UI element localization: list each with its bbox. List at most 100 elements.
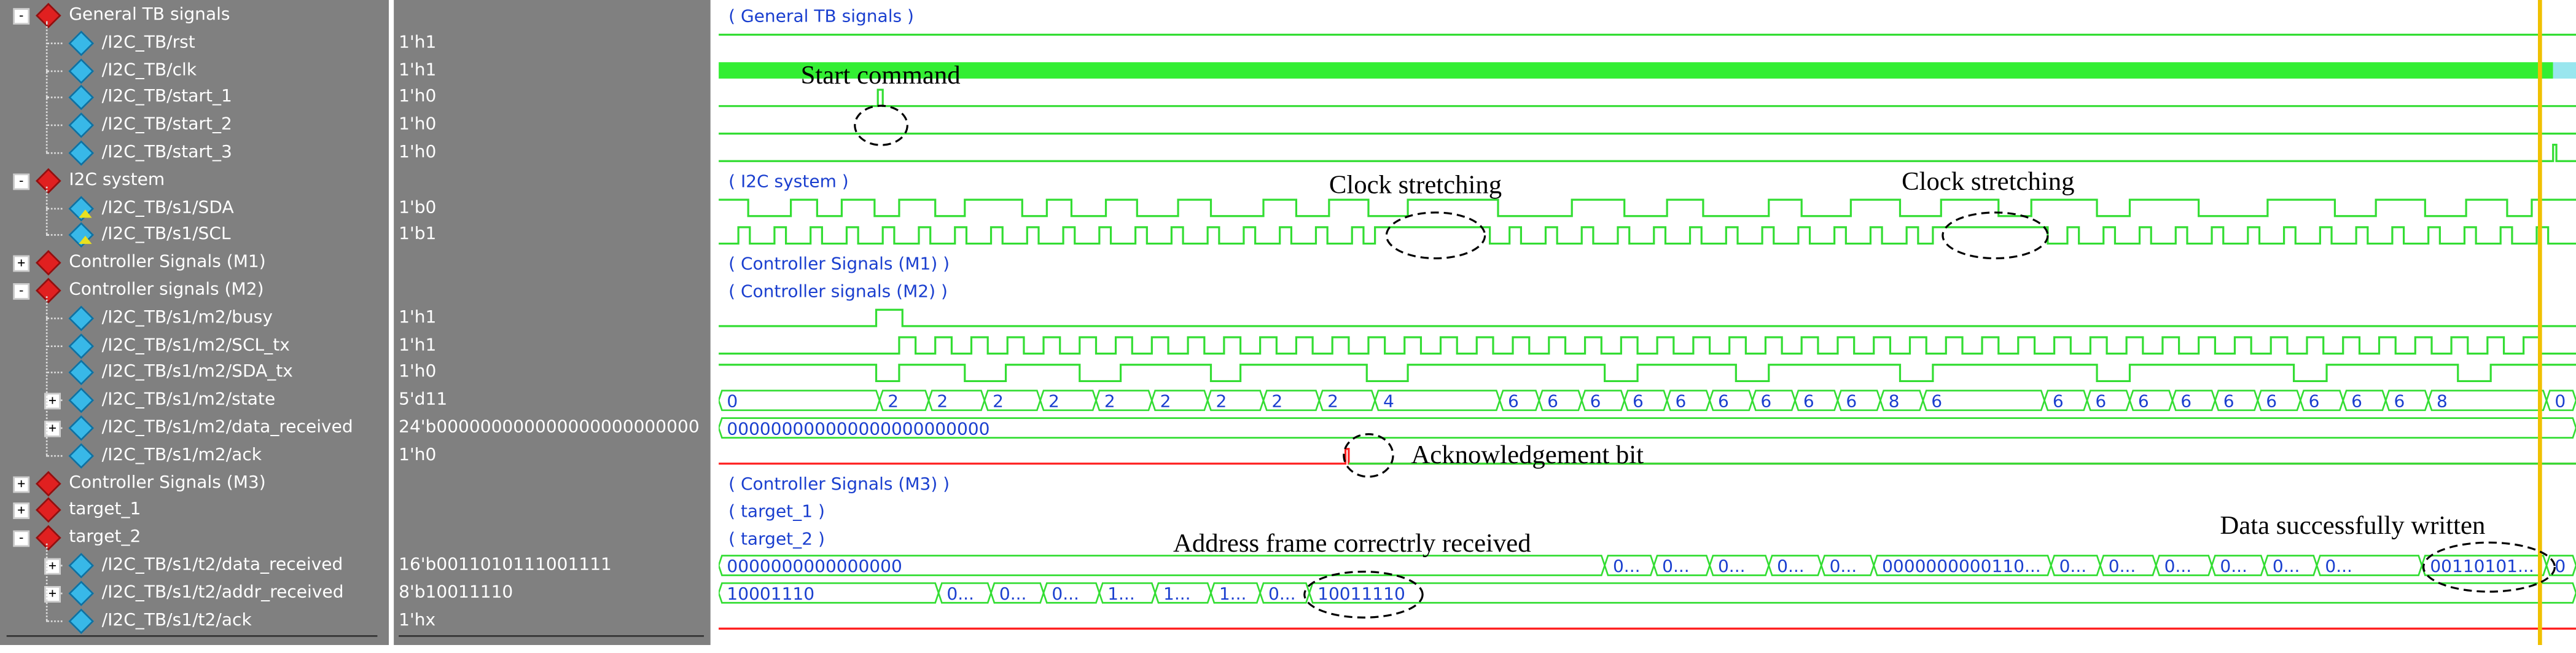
signal-row-i2c-tb-s1-scl[interactable]: /I2C_TB/s1/SCL bbox=[0, 222, 389, 249]
signal-value: 1'h1 bbox=[399, 307, 437, 327]
wave-state-segment bbox=[878, 389, 930, 412]
wave-state-label: 2 bbox=[1104, 391, 1115, 412]
wave-state-label: 6 bbox=[2053, 391, 2064, 412]
wave-t2-data-segment bbox=[717, 555, 1606, 576]
signal-row-i2c-tb-rst[interactable]: /I2C_TB/rst bbox=[0, 29, 389, 56]
wave-t2-addr-label: 1... bbox=[1163, 584, 1191, 604]
wave-state-label: 6 bbox=[1633, 391, 1644, 412]
signal-value: 1'h1 bbox=[399, 335, 437, 355]
signal-diamond-icon bbox=[68, 388, 95, 413]
wave-state-segment bbox=[2545, 389, 2576, 412]
annotation-data-written: Data successfully written bbox=[2220, 511, 2485, 540]
signal-row-i2c-tb-s1-t2-data-received[interactable]: +/I2C_TB/s1/t2/data_received bbox=[0, 552, 389, 579]
wave-state-segment bbox=[1374, 389, 1501, 412]
expand-toggle[interactable]: - bbox=[13, 8, 30, 25]
inout-arrow-icon bbox=[79, 236, 92, 245]
signal-name: /I2C_TB/s1/m2/SCL_tx bbox=[101, 335, 290, 355]
signal-value-pane: 1'h1 1'h1 1'h0 1'h0 1'h0 1'b0 1'b1 1'h1 1'h1 1'h0… bbox=[394, 0, 711, 646]
signal-value: 5'd11 bbox=[399, 389, 448, 410]
wave-t2-data-label: 0... bbox=[1830, 556, 1857, 576]
signal-row-i2c-tb-s1-m2-scl-tx[interactable]: /I2C_TB/s1/m2/SCL_tx bbox=[0, 332, 389, 359]
group-diamond-icon bbox=[36, 525, 61, 551]
signal-value: 8'b10011110 bbox=[399, 582, 513, 603]
wave-state-label: 8 bbox=[2437, 391, 2448, 412]
wave-state-label: 2 bbox=[937, 391, 948, 412]
wave-state-segment bbox=[2342, 389, 2387, 412]
signal-row-i2c-system[interactable]: - I2C system bbox=[0, 166, 389, 194]
signal-row-i2c-tb-start-1[interactable]: /I2C_TB/start_1 bbox=[0, 84, 389, 111]
signal-value: 1'h1 bbox=[399, 60, 437, 80]
wave-t2-data-segment bbox=[2050, 555, 2101, 576]
annotation-clock-stretch-oval-2 bbox=[1942, 211, 2049, 260]
wave-t2-data-label: 0... bbox=[2164, 556, 2192, 576]
signal-diamond-icon bbox=[68, 553, 95, 579]
signal-value: 1'h0 bbox=[399, 142, 437, 162]
signal-name: /I2C_TB/s1/m2/data_received bbox=[101, 417, 353, 437]
wave-t2-addr-segment bbox=[1259, 582, 1311, 604]
signal-row-controller-signals-m3[interactable]: + Controller Signals (M3) bbox=[0, 469, 389, 496]
signal-row-i2c-tb-s1-m2-ack[interactable]: /I2C_TB/s1/m2/ack bbox=[0, 442, 389, 469]
signal-row-i2c-tb-s1-m2-data-received[interactable]: + /I2C_TB/s1/m2/data_received bbox=[0, 414, 389, 441]
wave-state-label: 0 bbox=[727, 391, 738, 412]
tree-connector bbox=[45, 317, 63, 319]
signal-row-i2c-tb-start-2[interactable]: /I2C_TB/start_2 bbox=[0, 112, 389, 139]
wave-state-label: 6 bbox=[1803, 391, 1814, 412]
tree-connector bbox=[45, 345, 63, 346]
signal-row-i2c-tb-s1-m2-state[interactable]: +/I2C_TB/s1/m2/state bbox=[0, 386, 389, 413]
wave-t2-addr-label: 0... bbox=[1268, 584, 1296, 604]
wave-t2-data-segment bbox=[2421, 555, 2548, 576]
group-diamond-icon bbox=[36, 250, 61, 276]
expand-toggle[interactable]: + bbox=[13, 256, 30, 272]
wave-m2-data-segment bbox=[717, 417, 2576, 439]
signal-row-general-tb-signals[interactable]: - General TB signals bbox=[0, 2, 389, 29]
expand-toggle[interactable]: + bbox=[13, 503, 30, 520]
signal-row-i2c-tb-s1-sda[interactable]: /I2C_TB/s1/SDA bbox=[0, 194, 389, 221]
signal-name: /I2C_TB/s1/t2/ack bbox=[101, 609, 252, 630]
tree-connector bbox=[45, 455, 63, 456]
signal-name: /I2C_TB/s1/m2/busy bbox=[101, 307, 273, 327]
wave-t2-data-label: 0... bbox=[2325, 556, 2352, 576]
annotation-address-frame: Address frame correctrly received bbox=[1173, 529, 1531, 558]
wave-state-segment bbox=[2086, 389, 2131, 412]
signal-row-i2c-tb-s1-m2-sda-tx[interactable]: /I2C_TB/s1/m2/SDA_tx bbox=[0, 359, 389, 386]
signal-name: Controller Signals (M3) bbox=[69, 472, 266, 493]
group-label-i2c-system: ( I2C system ) bbox=[728, 171, 849, 191]
wave-state-segment bbox=[1794, 389, 1839, 412]
pane-divider[interactable] bbox=[389, 0, 394, 646]
signal-diamond-icon bbox=[68, 58, 95, 84]
signal-row-i2c-tb-s1-m2-busy[interactable]: /I2C_TB/s1/m2/busy bbox=[0, 304, 389, 331]
wave-state-segment bbox=[1039, 389, 1097, 412]
wave-t2-addr-segment bbox=[990, 582, 1045, 604]
signal-value: 1'hx bbox=[399, 609, 436, 630]
waveform-pane[interactable]: ( General TB signals ) ( I2C system ) ( Co… bbox=[717, 0, 2576, 646]
signal-row-i2c-tb-start-3[interactable]: /I2C_TB/start_3 bbox=[0, 139, 389, 166]
annotation-clock-stretch-oval-1 bbox=[1385, 211, 1486, 260]
expand-toggle[interactable]: - bbox=[13, 173, 30, 190]
signal-diamond-icon bbox=[68, 30, 95, 56]
signal-row-i2c-tb-s1-t2-ack[interactable]: /I2C_TB/s1/t2/ack bbox=[0, 607, 389, 634]
expand-toggle[interactable]: + bbox=[44, 420, 61, 437]
signal-row-controller-signals-m1[interactable]: + Controller Signals (M1) bbox=[0, 249, 389, 276]
signal-row-target-1[interactable]: + target_1 bbox=[0, 497, 389, 523]
waveform-canvas[interactable]: ( General TB signals ) ( I2C system ) ( Co… bbox=[717, 0, 2576, 646]
signal-row-target-2[interactable]: - target_2 bbox=[0, 524, 389, 551]
signal-name: /I2C_TB/start_3 bbox=[101, 142, 232, 162]
signal-row-i2c-tb-clk[interactable]: /I2C_TB/clk bbox=[0, 57, 389, 84]
wave-state-label: 6 bbox=[2180, 391, 2192, 412]
wave-t2-addr-segment bbox=[1210, 582, 1262, 604]
wave-t2-addr-segment bbox=[1308, 582, 2576, 604]
wave-scl bbox=[719, 226, 2576, 245]
wave-t2-data-label: 0... bbox=[2273, 556, 2300, 576]
signal-row-controller-signals-m2[interactable]: - Controller signals (M2) bbox=[0, 276, 389, 303]
expand-toggle[interactable]: + bbox=[13, 475, 30, 493]
tree-connector bbox=[45, 97, 63, 99]
annotation-clock-stretching-2: Clock stretching bbox=[1902, 167, 2074, 196]
expand-toggle[interactable]: - bbox=[13, 283, 30, 300]
wave-start-1 bbox=[719, 88, 2576, 108]
signal-diamond-icon bbox=[68, 415, 95, 441]
tree-connector bbox=[45, 152, 63, 154]
signal-row-i2c-tb-s1-t2-addr-received[interactable]: +/I2C_TB/s1/t2/addr_received bbox=[0, 579, 389, 606]
expand-toggle[interactable]: - bbox=[13, 530, 30, 547]
signal-diamond-icon bbox=[68, 305, 95, 331]
signal-value: 16'b0011010111001111 bbox=[399, 555, 612, 575]
